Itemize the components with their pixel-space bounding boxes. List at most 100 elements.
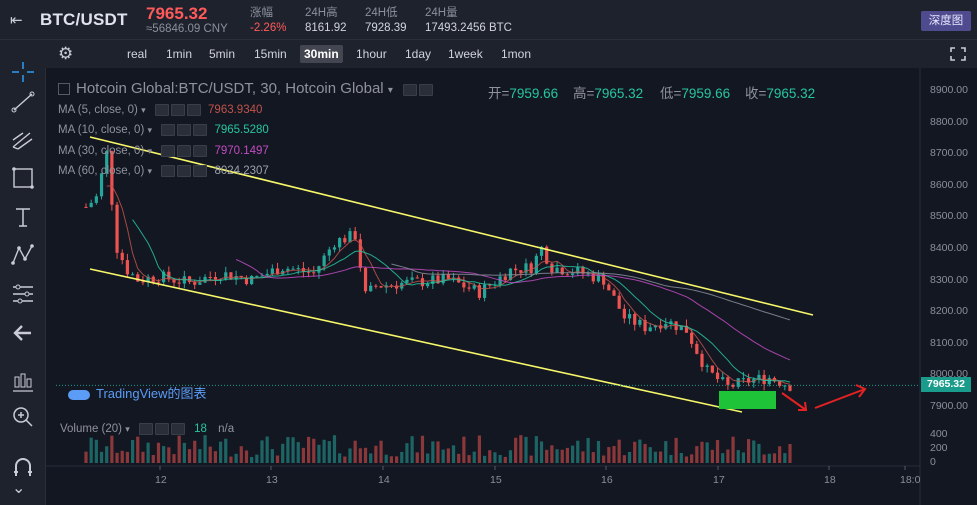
candle-body bbox=[767, 377, 771, 385]
candle-body bbox=[224, 272, 228, 280]
candle-body bbox=[410, 277, 414, 280]
volume-bar bbox=[296, 442, 300, 463]
volume-bar bbox=[674, 437, 678, 463]
eye-icon[interactable] bbox=[138, 423, 153, 435]
settings-icon[interactable] bbox=[177, 124, 192, 136]
eye-icon[interactable] bbox=[161, 124, 176, 136]
volume-bar bbox=[664, 441, 668, 463]
volume-bar bbox=[467, 455, 471, 463]
chevron-down-icon[interactable]: ▾ bbox=[147, 125, 153, 136]
depth-chart-button[interactable]: 深度图 bbox=[921, 11, 971, 31]
crosshair-tool[interactable] bbox=[8, 59, 38, 85]
candle-body bbox=[172, 279, 176, 283]
eye-icon[interactable] bbox=[154, 104, 169, 116]
chart-type-tool[interactable] bbox=[8, 368, 38, 394]
volume-bar bbox=[353, 440, 357, 463]
volume-bar bbox=[633, 441, 637, 463]
fullscreen-icon[interactable] bbox=[950, 47, 966, 61]
close-icon[interactable] bbox=[193, 145, 208, 157]
candle-body bbox=[695, 343, 699, 354]
timeframe-5min[interactable]: 5min bbox=[209, 47, 236, 61]
volume-bar bbox=[187, 449, 192, 463]
ma-buttons bbox=[161, 145, 209, 157]
back-tool[interactable] bbox=[8, 320, 38, 346]
chevron-down-icon[interactable]: ▾ bbox=[141, 105, 146, 116]
close-icon[interactable] bbox=[170, 423, 185, 435]
volume-bar bbox=[332, 435, 337, 463]
candle-body bbox=[426, 284, 430, 287]
candle-body bbox=[436, 275, 440, 284]
pair-symbol[interactable]: BTC/USDT bbox=[40, 10, 128, 29]
candle-body bbox=[705, 365, 709, 367]
candle-body bbox=[633, 314, 637, 325]
volume-bar bbox=[746, 439, 751, 463]
chevron-down-icon[interactable]: ▾ bbox=[147, 146, 153, 157]
settings-icon[interactable] bbox=[419, 83, 434, 96]
ma-legend-10: MA (10, close, 0) ▾ 7965.5280 bbox=[58, 124, 269, 136]
settings-icon[interactable] bbox=[170, 104, 185, 116]
chart-legend-title: Hotcoin Global:BTC/USDT, 30, Hotcoin Glo… bbox=[58, 80, 435, 98]
volume-bar bbox=[203, 435, 207, 463]
rectangle-tool[interactable] bbox=[8, 165, 38, 191]
stat-label: 24H高 bbox=[305, 7, 338, 19]
gear-icon[interactable]: ⚙ bbox=[58, 44, 74, 63]
measure-tool[interactable] bbox=[8, 281, 38, 307]
timeframe-1day[interactable]: 1day bbox=[405, 47, 432, 61]
eye-icon[interactable] bbox=[403, 83, 418, 96]
timeframe-1min[interactable]: 1min bbox=[166, 47, 193, 61]
trendline-tool[interactable] bbox=[8, 89, 38, 115]
collapse-sidebar-icon[interactable]: ⇤ bbox=[10, 12, 23, 29]
timeframe-30min[interactable]: 30min bbox=[300, 45, 343, 63]
candle-body bbox=[89, 202, 93, 208]
time-tick-label: 18 bbox=[824, 474, 836, 486]
volume-bar bbox=[410, 436, 414, 463]
candle-body bbox=[136, 274, 140, 282]
close-icon[interactable] bbox=[186, 104, 201, 116]
candle-body bbox=[94, 196, 98, 203]
volume-bar bbox=[560, 449, 564, 463]
timeframe-real[interactable]: real bbox=[127, 47, 148, 61]
candles-icon bbox=[13, 373, 33, 392]
volume-tick-label: 0 bbox=[930, 456, 936, 468]
pattern-tool[interactable] bbox=[8, 242, 38, 268]
tradingview-label[interactable]: TradingView的图表 bbox=[68, 383, 207, 402]
timeframe-15min[interactable]: 15min bbox=[254, 47, 287, 61]
time-tick-label: 12 bbox=[155, 474, 167, 486]
chevron-down-icon[interactable]: ⌄ bbox=[12, 480, 26, 497]
candle-body bbox=[757, 374, 761, 380]
eye-icon[interactable] bbox=[161, 165, 176, 177]
ohlc-key: 高= bbox=[573, 86, 595, 101]
volume-bar bbox=[281, 443, 285, 463]
candle-body bbox=[244, 277, 249, 285]
settings-icon[interactable] bbox=[177, 145, 192, 157]
timeframe-1mon[interactable]: 1mon bbox=[501, 47, 532, 61]
eye-icon[interactable] bbox=[161, 145, 176, 157]
volume-bar bbox=[172, 454, 176, 463]
ohlc-value: 7959.66 bbox=[509, 86, 559, 101]
chevron-down-icon[interactable]: ▾ bbox=[387, 85, 393, 96]
timeframe-1week[interactable]: 1week bbox=[448, 47, 483, 61]
price-tick-label: 8100.00 bbox=[930, 336, 968, 349]
fib-tool[interactable] bbox=[8, 127, 38, 153]
settings-icon[interactable] bbox=[177, 165, 192, 177]
volume-bar bbox=[141, 451, 145, 463]
candle-body bbox=[462, 282, 466, 288]
text-tool[interactable] bbox=[8, 204, 38, 230]
timeframe-1hour[interactable]: 1hour bbox=[356, 47, 387, 61]
volume-bar bbox=[617, 439, 621, 463]
chevron-down-icon[interactable]: ▾ bbox=[147, 166, 153, 177]
close-icon[interactable] bbox=[193, 165, 208, 177]
chart-area[interactable] bbox=[46, 68, 977, 505]
price-tick-label: 8600.00 bbox=[930, 178, 968, 191]
ma10-line bbox=[132, 219, 791, 383]
candle-body bbox=[653, 325, 658, 328]
magnet-tool[interactable] bbox=[8, 454, 38, 480]
volume-bar bbox=[446, 448, 450, 463]
chevron-down-icon[interactable]: ▾ bbox=[125, 424, 130, 435]
volume-bar bbox=[653, 451, 658, 463]
close-icon[interactable] bbox=[193, 124, 208, 136]
zoom-tool[interactable] bbox=[8, 404, 38, 430]
volume-bar bbox=[457, 453, 461, 463]
settings-icon[interactable] bbox=[154, 423, 169, 435]
